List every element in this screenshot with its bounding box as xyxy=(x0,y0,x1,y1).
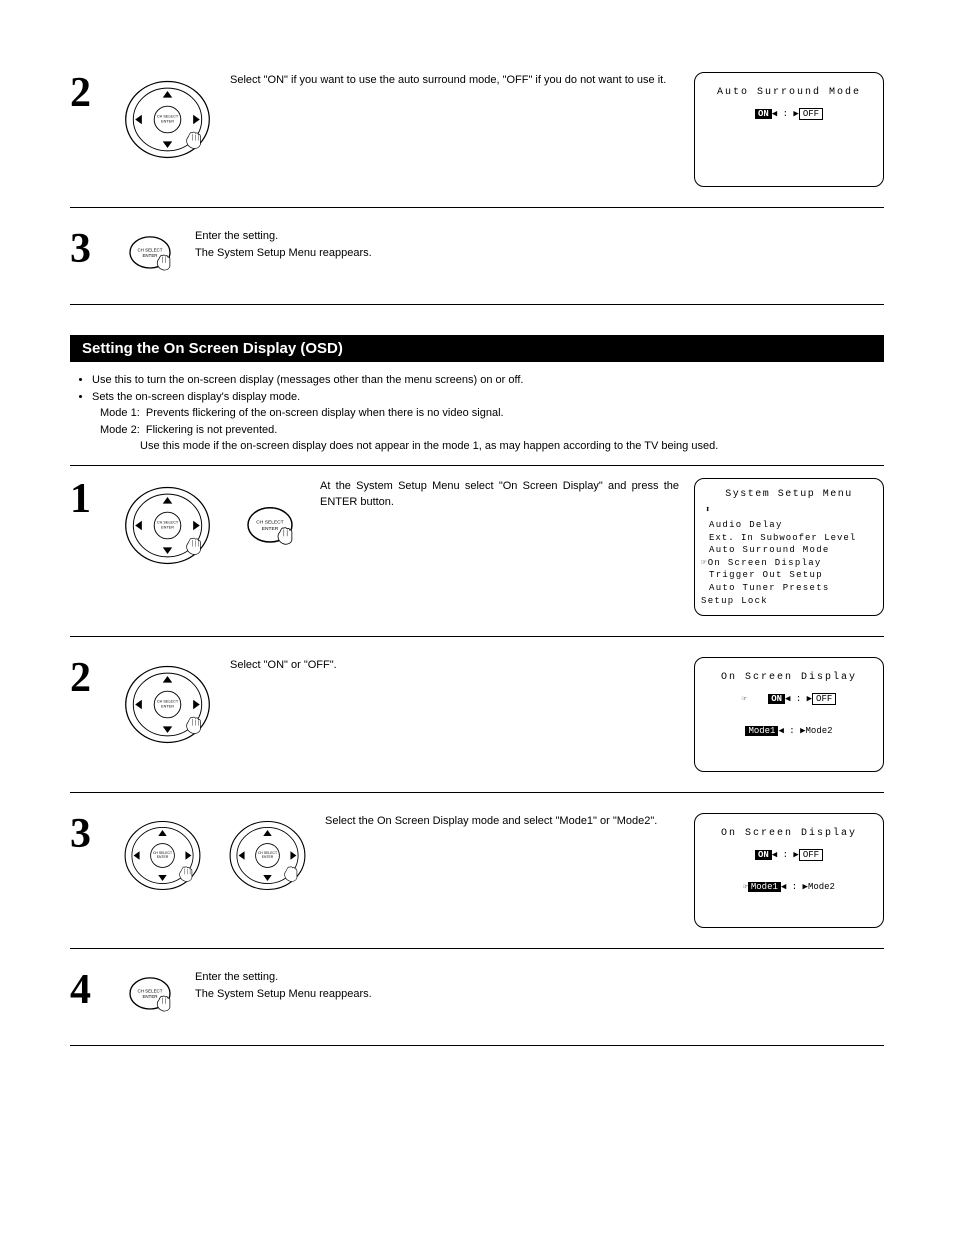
divider xyxy=(70,792,884,793)
osd-title: On Screen Display xyxy=(705,670,873,685)
osd-system-menu: System Setup Menu ⬍ Audio Delay Ext. In … xyxy=(694,478,884,617)
step-number: 3 xyxy=(70,228,120,270)
osd-auto-surround: Auto Surround Mode ON◀ : ▶OFF xyxy=(694,72,884,187)
divider xyxy=(70,304,884,305)
instruction-text: At the System Setup Menu select "On Scre… xyxy=(305,478,694,511)
section-notes: Use this to turn the on-screen display (… xyxy=(70,372,884,455)
osd-mode-row: ☞Mode1◀ : ▶Mode2 xyxy=(705,881,873,895)
instruction-text: Select "ON" or "OFF". xyxy=(215,657,694,674)
mode1-desc: Mode 1: Prevents flickering of the on-sc… xyxy=(70,405,884,422)
bullet-2: Sets the on-screen display's display mod… xyxy=(92,389,884,406)
osd-screen-display: On Screen Display ☞ ON◀ : ▶OFF Mode1◀ : … xyxy=(694,657,884,772)
mode2-note: Use this mode if the on-screen display d… xyxy=(70,438,884,455)
menu-items: Audio Delay Ext. In Subwoofer Level Auto… xyxy=(705,519,873,607)
enter-button-icon xyxy=(120,969,180,1019)
step-number: 1 xyxy=(70,478,120,520)
controls xyxy=(120,228,180,278)
osd-screen-display-mode: On Screen Display ON◀ : ▶OFF ☞Mode1◀ : ▶… xyxy=(694,813,884,928)
osd-step-1: 1 At the System Setup Menu select "On Sc… xyxy=(70,466,884,629)
dpad-icon xyxy=(120,657,215,752)
auto-surround-step-3: 3 Enter the setting. The System Setup Me… xyxy=(70,216,884,296)
menu-item: Audio Delay xyxy=(709,519,873,532)
on-label: ON xyxy=(755,109,772,119)
section-heading: Setting the On Screen Display (OSD) xyxy=(70,335,884,362)
enter-button-icon xyxy=(120,228,180,278)
instruction-text: Enter the setting. The System Setup Menu… xyxy=(180,969,884,1002)
menu-item: Ext. In Subwoofer Level xyxy=(709,532,873,545)
controls xyxy=(120,813,310,898)
menu-item-selected: ☞On Screen Display xyxy=(701,557,873,570)
osd-step-2: 2 Select "ON" or "OFF". On Screen Displa… xyxy=(70,645,884,784)
divider xyxy=(70,636,884,637)
divider xyxy=(70,1045,884,1046)
controls xyxy=(120,969,180,1019)
osd-title: On Screen Display xyxy=(705,826,873,841)
divider xyxy=(70,948,884,949)
menu-item: Trigger Out Setup xyxy=(709,569,873,582)
controls xyxy=(120,657,215,752)
mode2-desc: Mode 2: Flickering is not prevented. xyxy=(70,422,884,439)
osd-on-off-row: ☞ ON◀ : ▶OFF xyxy=(705,693,873,707)
controls xyxy=(120,478,305,573)
controls xyxy=(120,72,215,167)
menu-item: Setup Lock xyxy=(701,595,873,608)
enter-button-icon xyxy=(235,498,305,553)
menu-item: Auto Surround Mode xyxy=(709,544,873,557)
dpad-icon xyxy=(120,813,205,898)
dpad-icon xyxy=(120,72,215,167)
off-label: OFF xyxy=(799,108,823,120)
dpad-icon xyxy=(120,478,215,573)
instruction-text: Select "ON" if you want to use the auto … xyxy=(215,72,694,89)
osd-on-off-row: ON◀ : ▶OFF xyxy=(705,849,873,863)
osd-title: Auto Surround Mode xyxy=(705,85,873,100)
step-number: 2 xyxy=(70,657,120,699)
osd-step-3: 3 Select the On Screen Display mode and … xyxy=(70,801,884,940)
bullet-1: Use this to turn the on-screen display (… xyxy=(92,372,884,389)
step-number: 4 xyxy=(70,969,120,1011)
menu-item: Auto Tuner Presets xyxy=(709,582,873,595)
auto-surround-step-2: 2 Select "ON" if you want to use the aut… xyxy=(70,60,884,199)
menu-scroll-icon: ⬍ xyxy=(705,504,873,518)
menu-title: System Setup Menu xyxy=(705,487,873,502)
step-number: 3 xyxy=(70,813,120,855)
osd-on-off-toggle: ON◀ : ▶OFF xyxy=(705,108,873,122)
osd-mode-row: Mode1◀ : ▶Mode2 xyxy=(705,725,873,739)
osd-step-4: 4 Enter the setting. The System Setup Me… xyxy=(70,957,884,1037)
instruction-text: Select the On Screen Display mode and se… xyxy=(310,813,694,830)
divider xyxy=(70,207,884,208)
instruction-text: Enter the setting. The System Setup Menu… xyxy=(180,228,884,261)
step-number: 2 xyxy=(70,72,120,114)
dpad-icon xyxy=(225,813,310,898)
